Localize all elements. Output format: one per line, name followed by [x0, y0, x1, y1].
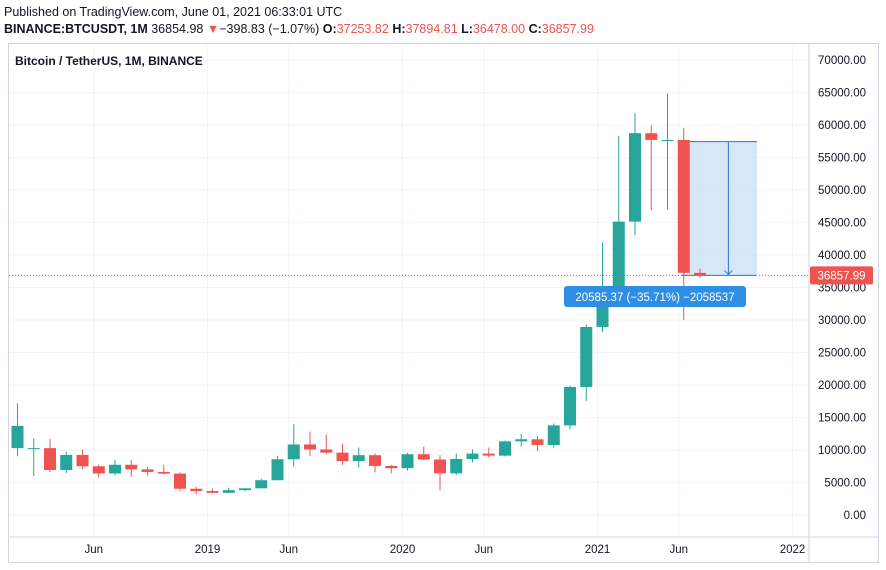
- symbol-name: BINANCE:BTCUSDT, 1M: [4, 22, 148, 36]
- measure-label: 20585.37 (−35.71%) −2058537: [575, 292, 734, 304]
- candle-body: [629, 133, 641, 222]
- time-tick-label: Jun: [669, 544, 688, 556]
- price-tick-label: 55000.00: [818, 153, 866, 165]
- candle-body: [515, 439, 528, 442]
- candle-body: [287, 444, 300, 460]
- candle-body: [450, 458, 463, 474]
- time-tick-label: 2019: [195, 544, 221, 556]
- candle-body: [564, 386, 576, 426]
- close-value: 36857.99: [541, 22, 594, 36]
- time-tick-label: 2022: [780, 544, 806, 556]
- candle-body: [352, 455, 365, 462]
- price-tick-label: 10000.00: [818, 445, 866, 457]
- candle-body: [434, 459, 446, 474]
- price-tick-label: 40000.00: [818, 250, 866, 262]
- candle-body: [206, 491, 219, 493]
- candle-body: [401, 454, 414, 469]
- chart-legend: Bitcoin / TetherUS, 1M, BINANCE: [15, 54, 203, 68]
- price-tick-label: 50000.00: [818, 185, 866, 197]
- candle-body: [499, 441, 511, 456]
- measure-arrow-icon: [724, 270, 733, 276]
- close-label: C:: [528, 22, 542, 36]
- candle-body: [369, 455, 381, 466]
- price-tick-label: 5000.00: [824, 478, 866, 490]
- time-tick-label: Jun: [474, 544, 493, 556]
- low-value: 36478.00: [472, 22, 526, 36]
- candle-body: [336, 452, 349, 462]
- candle-body: [174, 473, 186, 489]
- price-tick-label: 25000.00: [818, 348, 866, 360]
- chart-frame: [8, 43, 879, 563]
- price-tick-label: 35000.00: [818, 283, 866, 295]
- candle-body: [271, 459, 284, 481]
- high-value: 37894.81: [405, 22, 458, 36]
- candle-body: [320, 449, 333, 453]
- candle-body: [141, 469, 154, 472]
- candle-body: [109, 464, 121, 474]
- candle-body: [11, 425, 24, 449]
- candle-body: [385, 465, 398, 469]
- candle-body: [645, 133, 658, 140]
- candle-body: [580, 326, 593, 387]
- candle-body: [44, 448, 56, 471]
- candle-body: [466, 453, 479, 459]
- time-tick-label: 2021: [585, 544, 611, 556]
- candle-body: [60, 454, 73, 471]
- candle-body: [612, 221, 625, 300]
- open-value: 37253.82: [336, 22, 389, 36]
- candle-body: [190, 488, 203, 492]
- candle-body: [677, 139, 690, 273]
- measure-area: [681, 141, 757, 276]
- price-tick-label: 45000.00: [818, 218, 866, 230]
- price-tick-label: 65000.00: [818, 88, 866, 100]
- open-label: O:: [322, 22, 337, 36]
- candle-body: [304, 444, 316, 450]
- measure-label-box: [564, 286, 746, 307]
- price-tick-label: 30000.00: [818, 315, 866, 327]
- candle-body: [92, 466, 105, 474]
- price-tick-label: 0.00: [844, 510, 866, 522]
- candle-body: [661, 139, 674, 141]
- candle-body: [27, 448, 40, 450]
- price-tick-label: 20000.00: [818, 380, 866, 392]
- candle-body: [157, 471, 170, 474]
- price-tick-label: 70000.00: [818, 55, 866, 67]
- time-tick-label: Jun: [84, 544, 103, 556]
- published-info: Published on TradingView.com, June 01, 2…: [4, 5, 343, 19]
- last-price: 36854.98: [151, 22, 204, 36]
- candle-body: [417, 454, 430, 460]
- last-price-tag: [810, 266, 873, 285]
- time-tick-label: Jun: [279, 544, 298, 556]
- candle-body: [255, 480, 268, 489]
- symbol-info-bar: BINANCE:BTCUSDT, 1M 36854.98 ▼−398.83 (−…: [4, 22, 594, 36]
- candle-body: [76, 454, 89, 467]
- candle-body: [222, 490, 235, 493]
- candle-body: [125, 464, 138, 470]
- time-tick-label: 2020: [390, 544, 416, 556]
- candle-body: [531, 439, 544, 445]
- low-label: L:: [461, 22, 473, 36]
- price-tick-label: 60000.00: [818, 120, 866, 132]
- candle-body: [482, 453, 495, 456]
- price-change: −398.83 (−1.07%): [219, 22, 320, 36]
- price-tick-label: 15000.00: [818, 413, 866, 425]
- high-label: H:: [392, 22, 406, 36]
- last-price-tag-label: 36857.99: [818, 270, 866, 282]
- candle-body: [547, 425, 560, 445]
- change-arrow-icon: ▼: [206, 22, 220, 36]
- candle-body: [239, 488, 251, 491]
- candle-body: [694, 272, 706, 276]
